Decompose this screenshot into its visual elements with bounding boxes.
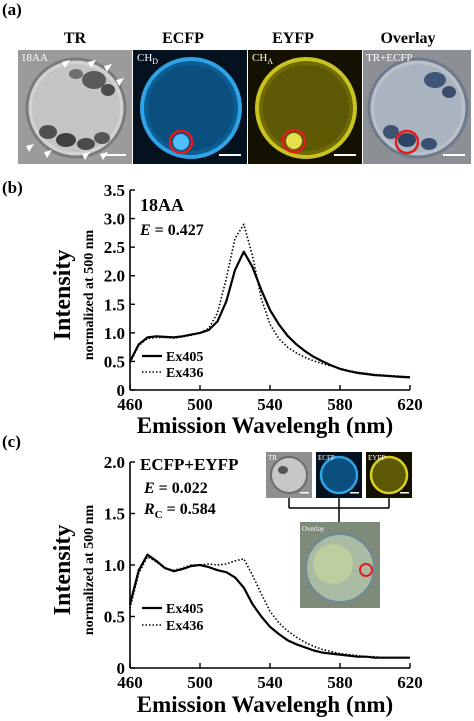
ecfp-image-label: CHD [137, 52, 159, 67]
panel-a-label: (a) [2, 0, 22, 19]
inset-tr-label: TR [268, 454, 277, 462]
chart-b-y-tick-label: 3.0 [104, 210, 125, 229]
chart-b-y-tick-label: 3.5 [104, 181, 125, 200]
column-title-overlay: Overlay [380, 30, 436, 47]
chart-c-y-tick-label: 0.5 [104, 608, 125, 627]
chart-b-legend-ex436: Ex436 [166, 366, 203, 381]
chart-b-y-tick-label: 0.5 [104, 352, 125, 371]
chart-b: 0 0.5 1.0 1.5 2.0 2.5 3.0 3.5 460 500 540 580 620 In… [50, 181, 423, 438]
inset-tr-organelle [278, 466, 288, 474]
panel-b-label: (b) [2, 178, 23, 197]
chart-b-x-tick-label: 500 [187, 395, 213, 414]
chart-c-ylabel: Intensity [50, 525, 76, 616]
chart-b-ylabel-sub: normalized at 500 nm [82, 230, 97, 361]
panel-c-label: (c) [2, 432, 21, 451]
chart-b-x-tick-label: 620 [397, 395, 423, 414]
chart-b-xlabel: Emission Wavelengh (nm) [137, 413, 393, 438]
column-title-tr: TR [63, 30, 87, 47]
chart-b-series-ex436 [129, 223, 411, 378]
chart-b-legend-ex405: Ex405 [166, 350, 203, 365]
chart-b-sample: 18AA [140, 195, 184, 215]
chart-b-y-tick-label: 1.5 [104, 295, 125, 314]
chart-c-legend-ex405: Ex405 [166, 602, 203, 617]
inset-eyfp-scalebar [400, 492, 409, 494]
chart-b-efficiency: E = 0.427 [139, 222, 204, 239]
inset-overlay-region [313, 544, 353, 584]
chart-c-rc: RC = 0.584 [143, 501, 216, 521]
column-title-eyfp: EYFP [272, 30, 314, 47]
chart-c-x-tick-label: 620 [397, 673, 423, 692]
inset-overlay-label: Overlay [302, 525, 325, 533]
chart-c-x-tick-label: 540 [257, 673, 283, 692]
chart-c-ylabel-sub: normalized at 500 nm [82, 505, 97, 636]
tr-micrograph [18, 50, 132, 164]
chart-c-x-tick-label: 500 [187, 673, 213, 692]
ecfp-micrograph [133, 50, 247, 164]
chart-b-y-tick-label: 1.0 [104, 324, 125, 343]
inset-eyfp-label: EYFP [368, 454, 385, 462]
chart-b-ylabel: Intensity [50, 250, 76, 341]
inset-eyfp-cell [369, 455, 409, 495]
chart-b-y-tick-label: 2.5 [104, 238, 125, 257]
inset-group: TR ECFP EYFP Overlay [266, 452, 412, 608]
chart-c-x-tick-label: 460 [117, 673, 143, 692]
chart-c: 0 0.5 1.0 1.5 2.0 460 500 540 580 620 Intensity n… [50, 452, 423, 717]
tr-image-label: 18AA [21, 52, 48, 64]
overlay-micrograph [363, 50, 471, 164]
inset-ecfp-label: ECFP [318, 454, 335, 462]
chart-c-y-tick-label: 1.5 [104, 505, 125, 524]
chart-c-y-tick-label: 0 [117, 659, 126, 678]
chart-b-y-tick-label: 0 [117, 381, 126, 400]
inset-ecfp-scalebar [350, 492, 359, 494]
inset-ecfp-cell [319, 455, 359, 495]
eyfp-micrograph [248, 50, 362, 164]
chart-c-y-tick-label: 1.0 [104, 556, 125, 575]
overlay-image-label: TR+ECFP [366, 52, 413, 64]
chart-c-x-tick-label: 580 [327, 673, 353, 692]
inset-tr-cell [270, 456, 308, 494]
chart-c-y-tick-label: 2.0 [104, 453, 125, 472]
chart-c-sample: ECFP+EYFP [140, 455, 238, 474]
chart-c-efficiency: E = 0.022 [143, 480, 208, 497]
eyfp-image-label: CHA [252, 52, 274, 67]
chart-b-x-tick-label: 460 [117, 395, 143, 414]
chart-c-series-ex436 [129, 556, 410, 659]
chart-b-x-tick-label: 540 [257, 395, 283, 414]
chart-c-xlabel: Emission Wavelengh (nm) [137, 692, 393, 717]
inset-tr-scalebar [300, 492, 309, 494]
chart-b-y-tick-label: 2.0 [104, 267, 125, 286]
chart-c-legend-ex436: Ex436 [166, 619, 203, 634]
inset-overlay-roi [359, 563, 373, 577]
column-title-ecfp: ECFP [162, 30, 204, 47]
chart-b-x-tick-label: 580 [327, 395, 353, 414]
